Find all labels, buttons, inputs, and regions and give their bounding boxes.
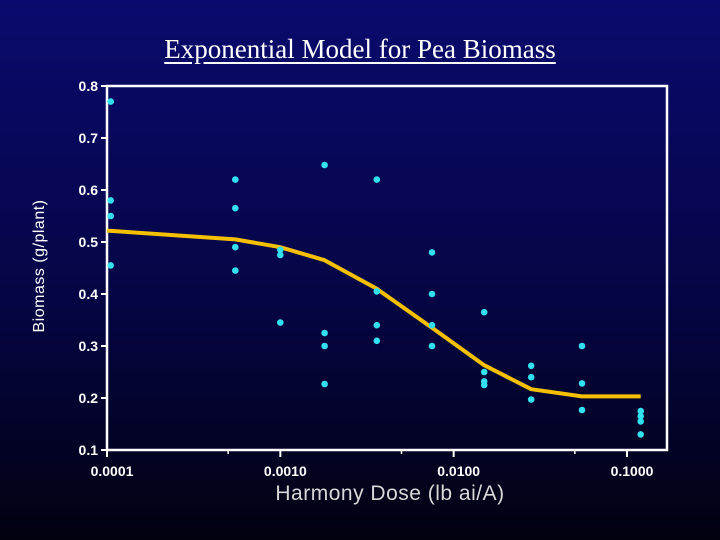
data-point — [321, 342, 328, 350]
data-point — [232, 267, 239, 274]
data-point — [637, 418, 644, 425]
data-point — [373, 321, 381, 329]
data-point — [428, 290, 436, 298]
data-point — [373, 337, 381, 345]
data-point — [578, 342, 586, 350]
data-point — [107, 197, 114, 204]
data-point — [321, 380, 328, 388]
scatter-points — [107, 98, 644, 438]
data-point — [428, 249, 436, 256]
data-point — [232, 176, 239, 183]
ticks: 0.1 0.2 0.3 0.4 0.5 0.6 0.7 0.8 0.0001 0.0010 0.01… — [79, 78, 654, 479]
x-tick-label: 0.1000 — [611, 463, 654, 479]
data-point — [277, 246, 284, 254]
x-tick-label: 0.0001 — [91, 463, 134, 479]
data-point — [527, 362, 535, 370]
axes — [105, 84, 669, 452]
y-tick-label: 0.7 — [79, 130, 99, 146]
y-tick-label: 0.2 — [79, 390, 99, 406]
data-point — [373, 176, 381, 183]
data-point — [373, 288, 381, 295]
data-point — [527, 373, 535, 381]
data-point — [428, 321, 436, 329]
data-point — [637, 412, 644, 420]
y-tick-label: 0.4 — [79, 286, 99, 302]
data-point — [107, 262, 114, 269]
data-point — [321, 161, 328, 169]
x-axis-label: Harmony Dose (lb ai/A) — [275, 482, 505, 505]
y-tick-label: 0.3 — [79, 338, 99, 354]
fit-line-layer — [106, 228, 641, 399]
data-point — [107, 212, 114, 220]
data-point — [232, 243, 239, 251]
y-tick-label: 0.5 — [79, 234, 99, 250]
x-tick-label: 0.0100 — [437, 463, 480, 479]
data-point — [637, 407, 644, 415]
data-point — [480, 381, 488, 389]
data-point — [637, 431, 644, 438]
data-point — [480, 308, 488, 316]
chart-title: Exponential Model for Pea Biomass — [164, 34, 556, 64]
x-tick-label: 0.0010 — [264, 463, 307, 479]
y-tick-label: 0.6 — [79, 182, 99, 198]
data-point — [277, 319, 284, 326]
plot-frame — [105, 84, 669, 452]
y-axis-label: Biomass (g/plant) — [31, 199, 48, 333]
data-point — [107, 98, 114, 105]
data-point — [428, 342, 436, 350]
data-point — [578, 406, 586, 414]
y-tick-label: 0.8 — [79, 78, 99, 94]
data-point — [480, 368, 488, 376]
y-tick-label: 0.1 — [79, 442, 99, 458]
data-point — [321, 329, 328, 337]
data-point — [527, 396, 535, 403]
data-point — [277, 251, 284, 259]
data-point — [578, 380, 586, 387]
data-point — [232, 204, 239, 212]
fit-line — [106, 228, 641, 399]
